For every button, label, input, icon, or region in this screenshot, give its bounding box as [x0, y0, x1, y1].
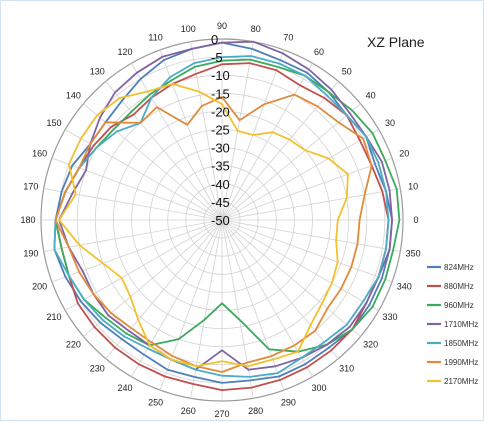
- angle-label: 220: [66, 340, 81, 350]
- angle-label: 210: [46, 312, 61, 322]
- angle-label: 110: [148, 33, 162, 43]
- angle-label: 140: [66, 90, 81, 100]
- grid-spoke: [105, 219, 223, 359]
- angle-label: 180: [20, 215, 35, 225]
- angle-label: 170: [23, 181, 38, 191]
- grid-spoke: [221, 219, 361, 337]
- radial-tick-label: -15: [211, 86, 230, 101]
- grid-spoke: [221, 63, 313, 221]
- grid-spoke: [43, 188, 223, 221]
- grid-spoke: [221, 157, 393, 221]
- angle-label: 190: [23, 249, 38, 259]
- grid-spoke: [221, 103, 361, 221]
- grid-spoke: [221, 219, 339, 359]
- radial-tick-label: -25: [211, 123, 230, 138]
- polar-grid: [40, 38, 404, 402]
- grid-spoke: [221, 219, 285, 391]
- grid-spoke: [65, 219, 223, 311]
- grid-spoke: [221, 219, 393, 283]
- angle-label: 280: [248, 406, 263, 416]
- radial-tick-label: -50: [211, 213, 230, 228]
- angle-label: 120: [117, 47, 132, 57]
- legend-label: 1990MHz: [444, 358, 478, 367]
- angle-label: 250: [148, 397, 163, 407]
- series-line-1990mhz: [54, 93, 373, 373]
- radial-tick-label: -35: [211, 159, 230, 174]
- grid-spoke: [159, 49, 223, 221]
- grid-spoke: [131, 219, 223, 377]
- angle-label: 60: [314, 47, 324, 57]
- grid-spoke: [190, 41, 223, 221]
- grid-spoke: [221, 129, 379, 221]
- chart-title: XZ Plane: [367, 34, 425, 50]
- grid-spoke: [221, 81, 339, 221]
- legend-label: 960MHz: [444, 301, 474, 310]
- radial-tick-label: -45: [211, 195, 230, 210]
- grid-spoke: [51, 219, 223, 283]
- legend: 824MHz 880MHz 960MHz 1710MHz 1850MHz 1990MHz 2…: [427, 263, 478, 386]
- radial-tick-label: -40: [211, 177, 230, 192]
- radial-tick-label: -30: [211, 141, 230, 156]
- legend-label: 1710MHz: [444, 320, 478, 329]
- angle-label: 100: [181, 24, 196, 34]
- angle-label: 340: [397, 281, 412, 291]
- legend-label: 2170MHz: [444, 377, 478, 386]
- angle-label: 40: [366, 90, 376, 100]
- series-line-2170mhz: [58, 83, 349, 368]
- angle-label: 20: [399, 149, 409, 159]
- angle-label: 290: [281, 397, 296, 407]
- angle-label: 230: [90, 364, 105, 374]
- angle-label: 10: [408, 181, 418, 191]
- angle-label: 150: [46, 118, 61, 128]
- grid-spoke: [43, 219, 223, 252]
- angle-labels: 0 10 20 30 40 50 60 70 80 90 100 110 120 130 140 150 160…: [20, 21, 420, 419]
- angle-label: 70: [283, 33, 293, 43]
- series-lines: [53, 40, 401, 391]
- angle-label: 130: [90, 66, 105, 76]
- grid-spoke: [65, 129, 223, 221]
- radial-tick-label: 0: [211, 32, 218, 47]
- angle-label: 310: [339, 364, 354, 374]
- grid-spoke: [105, 81, 223, 221]
- radial-tick-label: -10: [211, 68, 230, 83]
- angle-label: 80: [251, 24, 261, 34]
- grid-spoke: [221, 219, 401, 252]
- angle-label: 160: [32, 149, 47, 159]
- angle-label: 350: [406, 249, 421, 259]
- legend-label: 1850MHz: [444, 339, 478, 348]
- grid-spoke: [221, 188, 401, 221]
- grid-spoke: [221, 219, 379, 311]
- grid-spoke: [221, 219, 313, 377]
- angle-label: 240: [117, 383, 132, 393]
- angle-label: 50: [342, 66, 352, 76]
- angle-label: 30: [385, 118, 395, 128]
- angle-label: 300: [311, 383, 326, 393]
- angle-label: 270: [214, 409, 229, 419]
- grid-spoke: [51, 157, 223, 221]
- grid-spoke: [159, 219, 223, 391]
- radial-tick-label: -20: [211, 104, 230, 119]
- angle-label: 330: [382, 312, 397, 322]
- legend-label: 824MHz: [444, 263, 474, 272]
- radial-tick-label: -5: [211, 50, 223, 65]
- legend-label: 880MHz: [444, 282, 474, 291]
- angle-label: 90: [217, 21, 227, 31]
- angle-label: 320: [363, 340, 378, 350]
- radial-labels: 0 -5 -10 -15 -20 -25 -30 -35 -40 -45 -50: [211, 32, 230, 228]
- grid-spoke: [131, 63, 223, 221]
- angle-label: 0: [413, 215, 418, 225]
- grid-spoke: [83, 219, 223, 337]
- angle-label: 200: [32, 281, 47, 291]
- angle-label: 260: [181, 406, 196, 416]
